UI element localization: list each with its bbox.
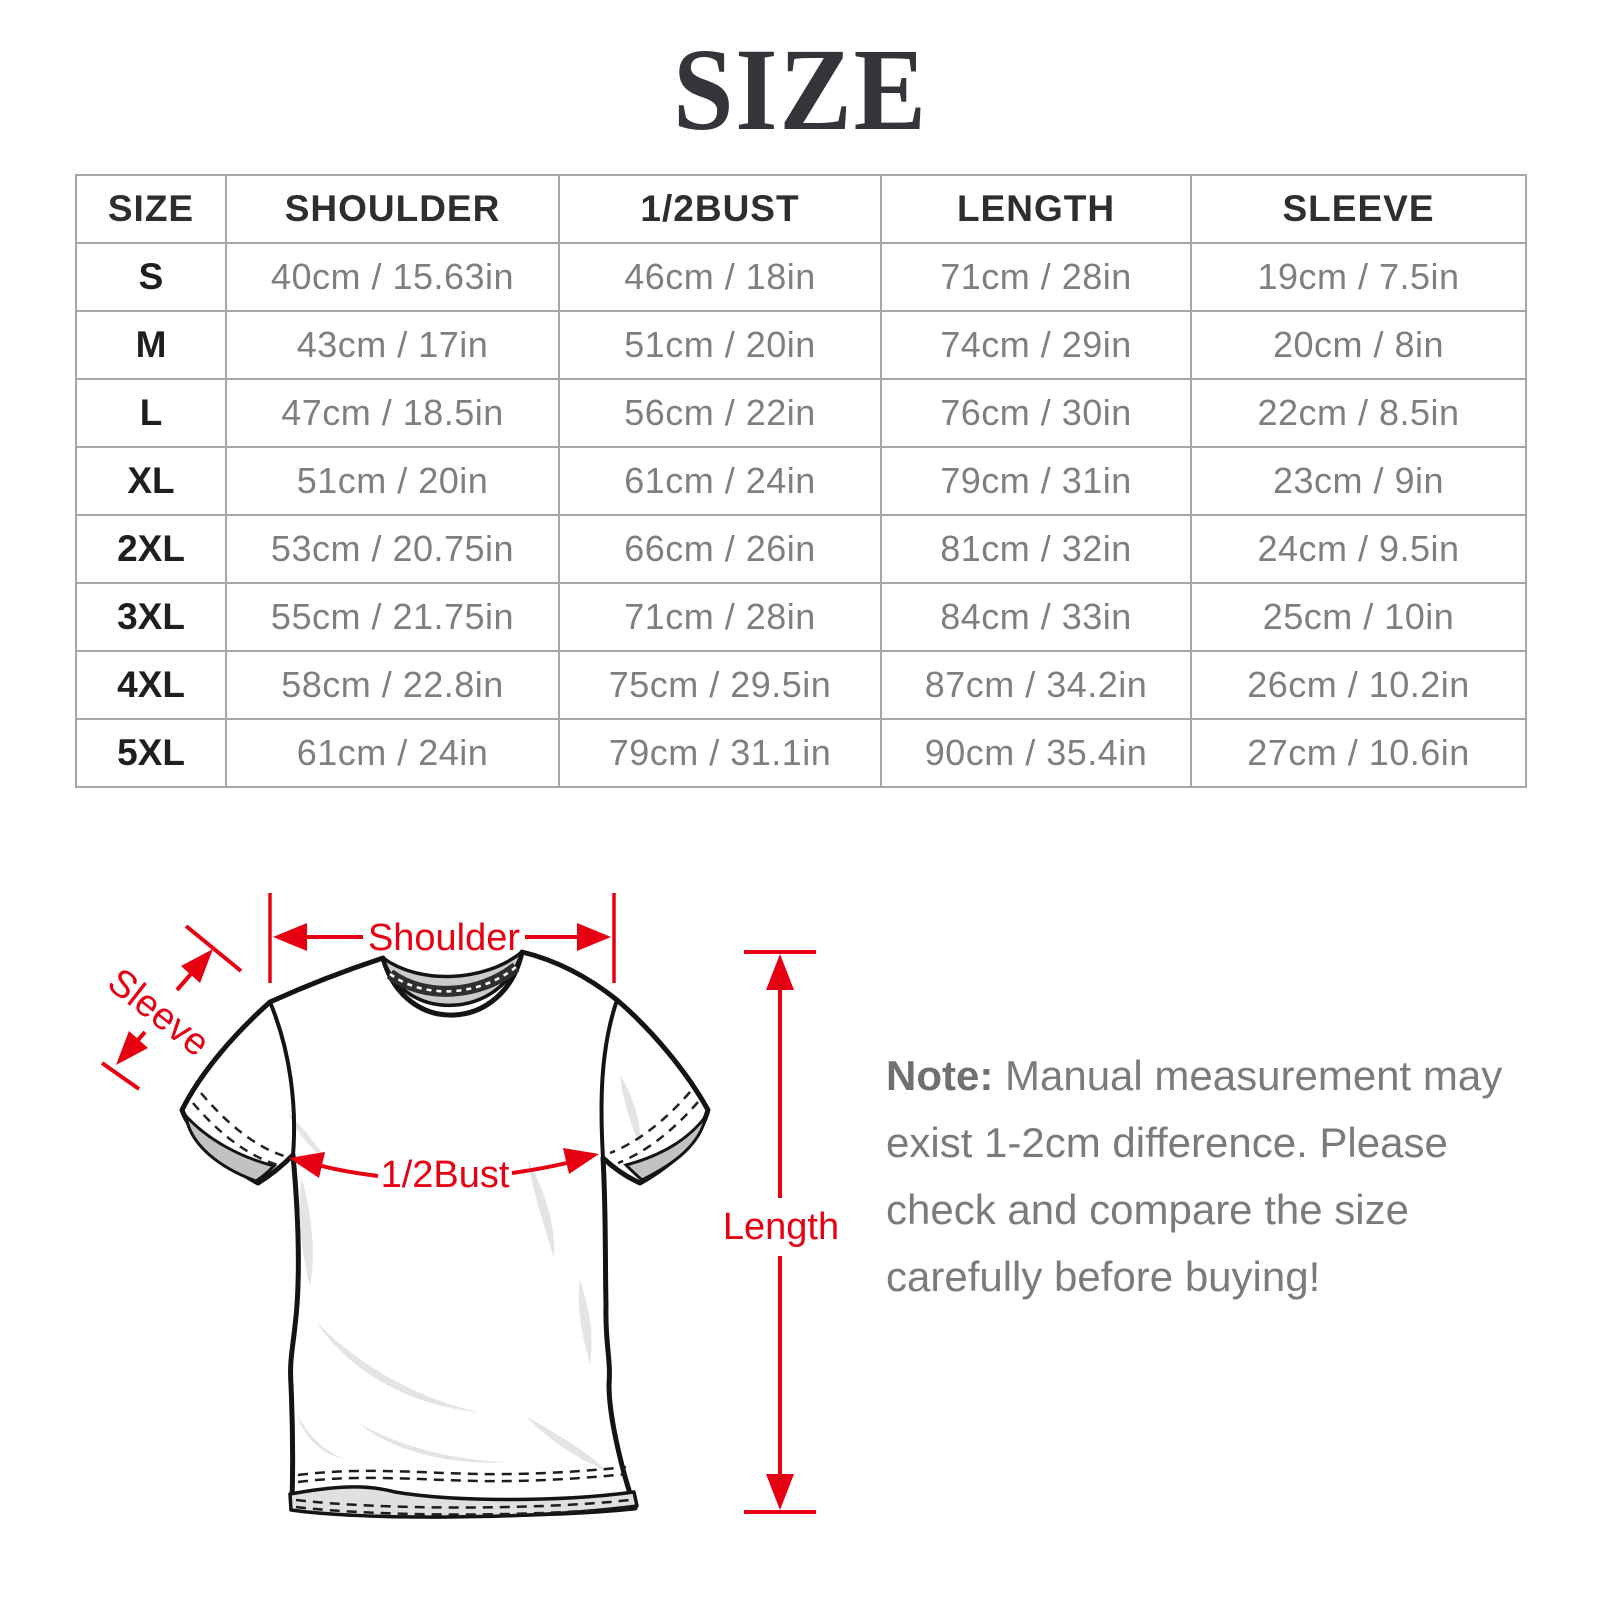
size-cell: 4XL	[75, 650, 227, 720]
table-row: 2XL 53cm / 20.75in 66cm / 26in 81cm / 32in 2…	[75, 514, 1527, 584]
shoulder-cell: 47cm / 18.5in	[225, 378, 560, 448]
bust-cell: 79cm / 31.1in	[558, 718, 882, 788]
size-table-body: S 40cm / 15.63in 46cm / 18in 71cm / 28in 19c…	[75, 242, 1527, 788]
measurement-note: Note: Manual measurement may exist 1-2cm…	[886, 1042, 1526, 1310]
page-title: SIZE	[672, 24, 928, 155]
table-row: 4XL 58cm / 22.8in 75cm / 29.5in 87cm / 34.2…	[75, 650, 1527, 720]
length-cell: 74cm / 29in	[880, 310, 1192, 380]
bust-cell: 75cm / 29.5in	[558, 650, 882, 720]
size-cell: XL	[75, 446, 227, 516]
sleeve-cell: 23cm / 9in	[1190, 446, 1527, 516]
armhole-seams	[268, 998, 619, 1160]
tshirt-outline	[179, 949, 711, 1518]
bust-cell: 61cm / 24in	[558, 446, 882, 516]
fabric-wrinkles	[288, 1074, 641, 1472]
table-row: L 47cm / 18.5in 56cm / 22in 76cm / 30in 22cm…	[75, 378, 1527, 448]
shoulder-cell: 51cm / 20in	[225, 446, 560, 516]
length-cell: 81cm / 32in	[880, 514, 1192, 584]
table-row: S 40cm / 15.63in 46cm / 18in 71cm / 28in 19c…	[75, 242, 1527, 312]
sleeve-cell: 20cm / 8in	[1190, 310, 1527, 380]
size-cell: 5XL	[75, 718, 227, 788]
size-cell: M	[75, 310, 227, 380]
table-row: 3XL 55cm / 21.75in 71cm / 28in 84cm / 33in 2…	[75, 582, 1527, 652]
bust-cell: 56cm / 22in	[558, 378, 882, 448]
shoulder-cell: 61cm / 24in	[225, 718, 560, 788]
length-cell: 76cm / 30in	[880, 378, 1192, 448]
shoulder-cell: 43cm / 17in	[225, 310, 560, 380]
shoulder-annotation	[268, 893, 616, 983]
size-table-header: SIZE SHOULDER 1/2BUST LENGTH SLEEVE	[75, 174, 1527, 244]
column-header-sleeve: SLEEVE	[1190, 174, 1527, 244]
length-label: Length	[723, 1206, 839, 1248]
shoulder-cell: 58cm / 22.8in	[225, 650, 560, 720]
length-cell: 90cm / 35.4in	[880, 718, 1192, 788]
length-cell: 84cm / 33in	[880, 582, 1192, 652]
table-header-row: SIZE SHOULDER 1/2BUST LENGTH SLEEVE	[75, 174, 1527, 244]
size-table: SIZE SHOULDER 1/2BUST LENGTH SLEEVE S 40c…	[75, 174, 1527, 788]
bust-cell: 71cm / 28in	[558, 582, 882, 652]
length-annotation	[744, 950, 816, 1514]
shoulder-cell: 55cm / 21.75in	[225, 582, 560, 652]
bust-label: 1/2Bust	[381, 1154, 510, 1196]
size-cell: S	[75, 242, 227, 312]
bust-cell: 51cm / 20in	[558, 310, 882, 380]
sleeve-annotation	[100, 924, 243, 1091]
page-header: SIZE	[0, 28, 1600, 152]
sleeve-cell: 27cm / 10.6in	[1190, 718, 1527, 788]
column-header-length: LENGTH	[880, 174, 1192, 244]
bust-cell: 66cm / 26in	[558, 514, 882, 584]
sleeve-cell: 26cm / 10.2in	[1190, 650, 1527, 720]
size-cell: 2XL	[75, 514, 227, 584]
shoulder-label: Shoulder	[368, 917, 520, 959]
note-text: Manual measurement may exist 1-2cm diffe…	[886, 1052, 1503, 1300]
length-cell: 79cm / 31in	[880, 446, 1192, 516]
table-row: M 43cm / 17in 51cm / 20in 74cm / 29in 20cm /…	[75, 310, 1527, 380]
note-label: Note:	[886, 1052, 994, 1099]
collar	[381, 950, 524, 1007]
sleeve-cuffs	[183, 1091, 708, 1183]
tshirt-measurement-diagram: Shoulder Sleeve 1/2Bust Length	[100, 893, 839, 1519]
sleeve-cell: 25cm / 10in	[1190, 582, 1527, 652]
size-cell: L	[75, 378, 227, 448]
table-row: 5XL 61cm / 24in 79cm / 31.1in 90cm / 35.4in…	[75, 718, 1527, 788]
sleeve-cell: 19cm / 7.5in	[1190, 242, 1527, 312]
length-cell: 87cm / 34.2in	[880, 650, 1192, 720]
length-cell: 71cm / 28in	[880, 242, 1192, 312]
sleeve-cell: 22cm / 8.5in	[1190, 378, 1527, 448]
bust-cell: 46cm / 18in	[558, 242, 882, 312]
shoulder-cell: 53cm / 20.75in	[225, 514, 560, 584]
table-row: XL 51cm / 20in 61cm / 24in 79cm / 31in 23cm …	[75, 446, 1527, 516]
shoulder-cell: 40cm / 15.63in	[225, 242, 560, 312]
bust-annotation	[289, 1148, 599, 1178]
collar-neck-tape	[386, 962, 520, 997]
hem-band	[288, 1465, 639, 1519]
column-header-shoulder: SHOULDER	[225, 174, 560, 244]
size-cell: 3XL	[75, 582, 227, 652]
sleeve-cell: 24cm / 9.5in	[1190, 514, 1527, 584]
column-header-bust: 1/2BUST	[558, 174, 882, 244]
column-header-size: SIZE	[75, 174, 227, 244]
